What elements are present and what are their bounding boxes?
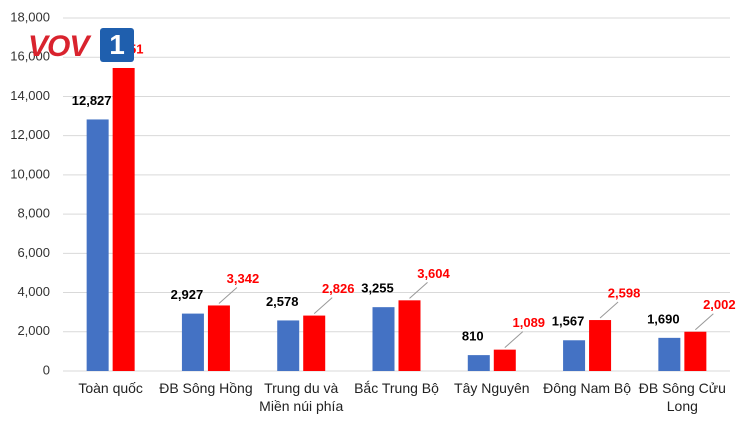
bar xyxy=(493,349,516,371)
value-label: 1,690 xyxy=(647,311,680,326)
value-label: 1,089 xyxy=(513,315,546,330)
y-tick-label: 16,000 xyxy=(10,49,50,64)
x-tick-label: Đông Nam Bộ xyxy=(543,380,632,396)
bar xyxy=(684,331,707,371)
x-tick-label: Trung du và Miền núi phía xyxy=(259,380,344,414)
logo: VOV 1 xyxy=(28,28,138,64)
value-label: 3,255 xyxy=(361,281,394,296)
x-tick-label: Bắc Trung Bộ xyxy=(354,380,439,396)
bar xyxy=(658,337,681,371)
value-label: 2,002 xyxy=(703,297,736,312)
value-label: 12,827 xyxy=(72,93,112,108)
x-tick-label: Toàn quốc xyxy=(78,380,143,396)
x-tick-label: Tây Nguyên xyxy=(454,380,530,396)
bar xyxy=(398,300,421,371)
value-label: 1,567 xyxy=(552,314,585,329)
y-tick-label: 6,000 xyxy=(17,245,50,260)
value-label: 3,342 xyxy=(227,271,260,286)
bar xyxy=(277,320,300,371)
bar xyxy=(563,340,586,371)
bar xyxy=(112,67,135,372)
value-label: 2,578 xyxy=(266,294,299,309)
leader-line xyxy=(218,287,238,304)
bar xyxy=(303,315,326,371)
value-label: 2,927 xyxy=(171,287,204,302)
y-tick-label: 12,000 xyxy=(10,127,50,142)
value-label: 810 xyxy=(462,329,484,344)
y-tick-label: 0 xyxy=(43,362,50,377)
y-tick-label: 18,000 xyxy=(10,9,50,24)
bar xyxy=(372,307,395,371)
value-label: 3,604 xyxy=(417,266,450,281)
value-label: 2,598 xyxy=(608,285,641,300)
y-tick-label: 14,000 xyxy=(10,88,50,103)
value-label: 2,826 xyxy=(322,281,355,296)
x-tick-label: ĐB Sông Hồng xyxy=(159,380,253,396)
y-tick-label: 8,000 xyxy=(17,206,50,221)
leader-line xyxy=(504,331,524,349)
y-tick-label: 4,000 xyxy=(17,284,50,299)
x-tick-label: ĐB Sông Cửu Long xyxy=(638,380,726,414)
bar xyxy=(181,313,204,371)
leader-line xyxy=(695,313,714,331)
bar xyxy=(207,305,230,371)
y-tick-label: 10,000 xyxy=(10,166,50,181)
y-tick-label: 2,000 xyxy=(17,323,50,338)
leader-line xyxy=(313,297,333,314)
leader-line xyxy=(599,301,619,319)
bar xyxy=(467,355,490,371)
bar xyxy=(589,320,612,371)
logo-brand: VOV xyxy=(28,30,89,63)
bar xyxy=(86,119,109,372)
logo-channel: 1 xyxy=(100,28,134,62)
leader-line xyxy=(409,281,428,299)
